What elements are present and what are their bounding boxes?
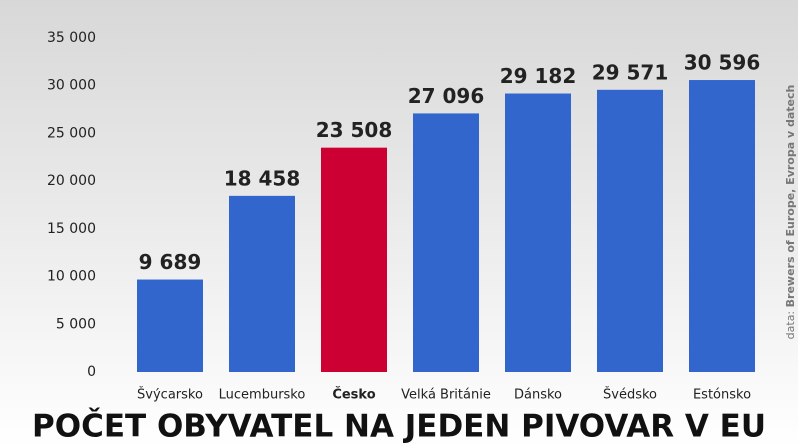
source-note: data: Brewers of Europe, Evropa v datech <box>784 85 797 340</box>
y-tick-label: 20 000 <box>47 173 96 189</box>
y-tick-label: 0 <box>87 364 96 380</box>
y-tick-label: 15 000 <box>47 221 96 237</box>
value-label: 29 182 <box>500 64 577 88</box>
x-tick-label: Estónsko <box>693 388 751 403</box>
bar <box>689 80 755 373</box>
source: Brewers of Europe, Evropa v datech <box>784 85 797 308</box>
bar <box>229 195 295 372</box>
bar <box>413 113 479 372</box>
x-tick-label: Švédsko <box>603 387 657 403</box>
y-tick-label: 5 000 <box>56 316 96 332</box>
value-label: 18 458 <box>224 166 301 190</box>
bar <box>505 93 571 373</box>
y-tick-label: 10 000 <box>47 269 96 285</box>
chart-title: POČET OBYVATEL NA JEDEN PIVOVAR V EU <box>32 408 766 445</box>
y-tick-label: 30 000 <box>47 78 96 94</box>
bar <box>321 147 387 372</box>
x-tick-label: Dánsko <box>514 388 562 403</box>
bar <box>597 89 663 373</box>
value-label: 30 596 <box>684 51 761 75</box>
bar <box>137 279 203 372</box>
value-label: 23 508 <box>316 118 393 142</box>
value-label: 9 689 <box>139 250 202 274</box>
value-label: 27 096 <box>408 84 485 108</box>
x-tick-label: Česko <box>332 387 375 403</box>
y-tick-label: 25 000 <box>47 125 96 141</box>
x-tick-label: Velká Británie <box>401 388 491 403</box>
x-tick-label: Lucembursko <box>219 388 306 403</box>
value-label: 29 571 <box>592 60 669 84</box>
y-tick-label: 35 000 <box>47 30 96 46</box>
source-label: data: <box>784 311 797 339</box>
x-tick-label: Švýcarsko <box>137 387 203 403</box>
